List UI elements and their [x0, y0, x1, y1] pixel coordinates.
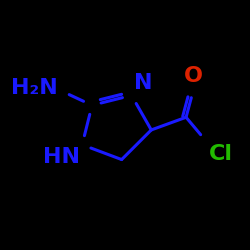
Text: Cl: Cl [209, 144, 233, 164]
Text: H₂N: H₂N [12, 78, 58, 98]
Text: O: O [184, 66, 203, 86]
Text: N: N [134, 73, 152, 93]
Text: HN: HN [43, 147, 80, 167]
